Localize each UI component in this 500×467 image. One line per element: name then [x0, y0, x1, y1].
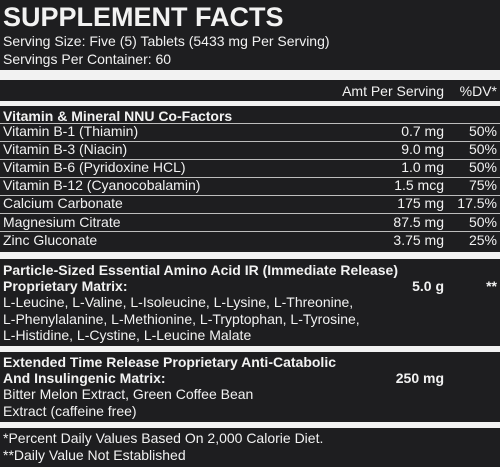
ingredient-line: Extract (caffeine free) [3, 403, 137, 419]
nutrient-name: Zinc Gluconate [3, 231, 98, 248]
divider [0, 101, 500, 106]
nutrient-name: Vitamin B-6 (Pyridoxine HCL) [3, 159, 186, 176]
ingredient-line: L-Phenylalanine, L-Methionine, L-Tryptop… [3, 310, 360, 327]
divider [0, 422, 500, 428]
nutrient-dv: 50% [468, 213, 497, 230]
row-divider [0, 231, 500, 233]
nutrient-name: Calcium Carbonate [3, 195, 123, 212]
section-subtitle: Proprietary Matrix: [3, 278, 128, 294]
section-subtitle: And Insulingenic Matrix: [3, 370, 166, 386]
nutrient-dv: 75% [468, 177, 497, 194]
nutrient-dv: 25% [468, 231, 497, 248]
nutrient-name: Vitamin B-1 (Thiamin) [3, 123, 139, 139]
nutrient-name: Magnesium Citrate [3, 213, 121, 230]
dv: ** [486, 278, 497, 294]
nutrient-name: Vitamin B-12 (Cyanocobalamin) [3, 177, 201, 194]
nutrient-dv: 50% [468, 141, 497, 158]
nutrient-amount: 175 mg [397, 195, 444, 212]
title: SUPPLEMENT FACTS [3, 2, 284, 32]
row-divider [0, 194, 500, 196]
divider [0, 70, 500, 80]
nutrient-dv: 17.5% [457, 195, 497, 212]
nutrient-amount: 9.0 mg [401, 141, 444, 158]
amount-header: Amt Per Serving [342, 83, 444, 99]
footnote: *Percent Daily Values Based On 2,000 Cal… [3, 430, 324, 446]
nutrient-amount: 1.0 mg [401, 159, 444, 176]
nutrient-amount: 87.5 mg [393, 213, 444, 230]
servings-per-container: Servings Per Container: 60 [3, 51, 172, 67]
divider [0, 252, 500, 259]
divider [0, 346, 500, 352]
row-divider [0, 213, 500, 214]
footnote: **Daily Value Not Established [3, 447, 186, 463]
serving-size: Serving Size: Five (5) Tablets (5433 mg … [3, 33, 330, 49]
amount: 5.0 g [412, 278, 444, 294]
nutrient-dv: 50% [468, 123, 497, 139]
section-title: Particle-Sized Essential Amino Acid IR (… [3, 262, 398, 278]
amount: 250 mg [395, 370, 444, 386]
row-divider [0, 122, 500, 124]
ingredient-line: L-Histidine, L-Cystine, L-Leucine Malate [3, 327, 252, 343]
section-title: Vitamin & Mineral NNU Co-Factors [3, 108, 233, 124]
section-title: Extended Time Release Proprietary Anti-C… [3, 354, 336, 370]
ingredient-line: Bitter Melon Extract, Green Coffee Bean [3, 386, 254, 402]
nutrient-name: Vitamin B-3 (Niacin) [3, 141, 128, 158]
row-divider [0, 158, 500, 160]
row-divider [0, 176, 500, 178]
ingredient-line: L-Leucine, L-Valine, L-Isoleucine, L-Lys… [3, 294, 354, 310]
nutrient-amount: 0.7 mg [401, 123, 444, 139]
dv-header: %DV* [459, 83, 497, 99]
row-divider [0, 140, 500, 142]
nutrient-amount: 3.75 mg [393, 231, 444, 248]
nutrient-amount: 1.5 mcg [394, 177, 444, 194]
nutrient-dv: 50% [468, 159, 497, 176]
